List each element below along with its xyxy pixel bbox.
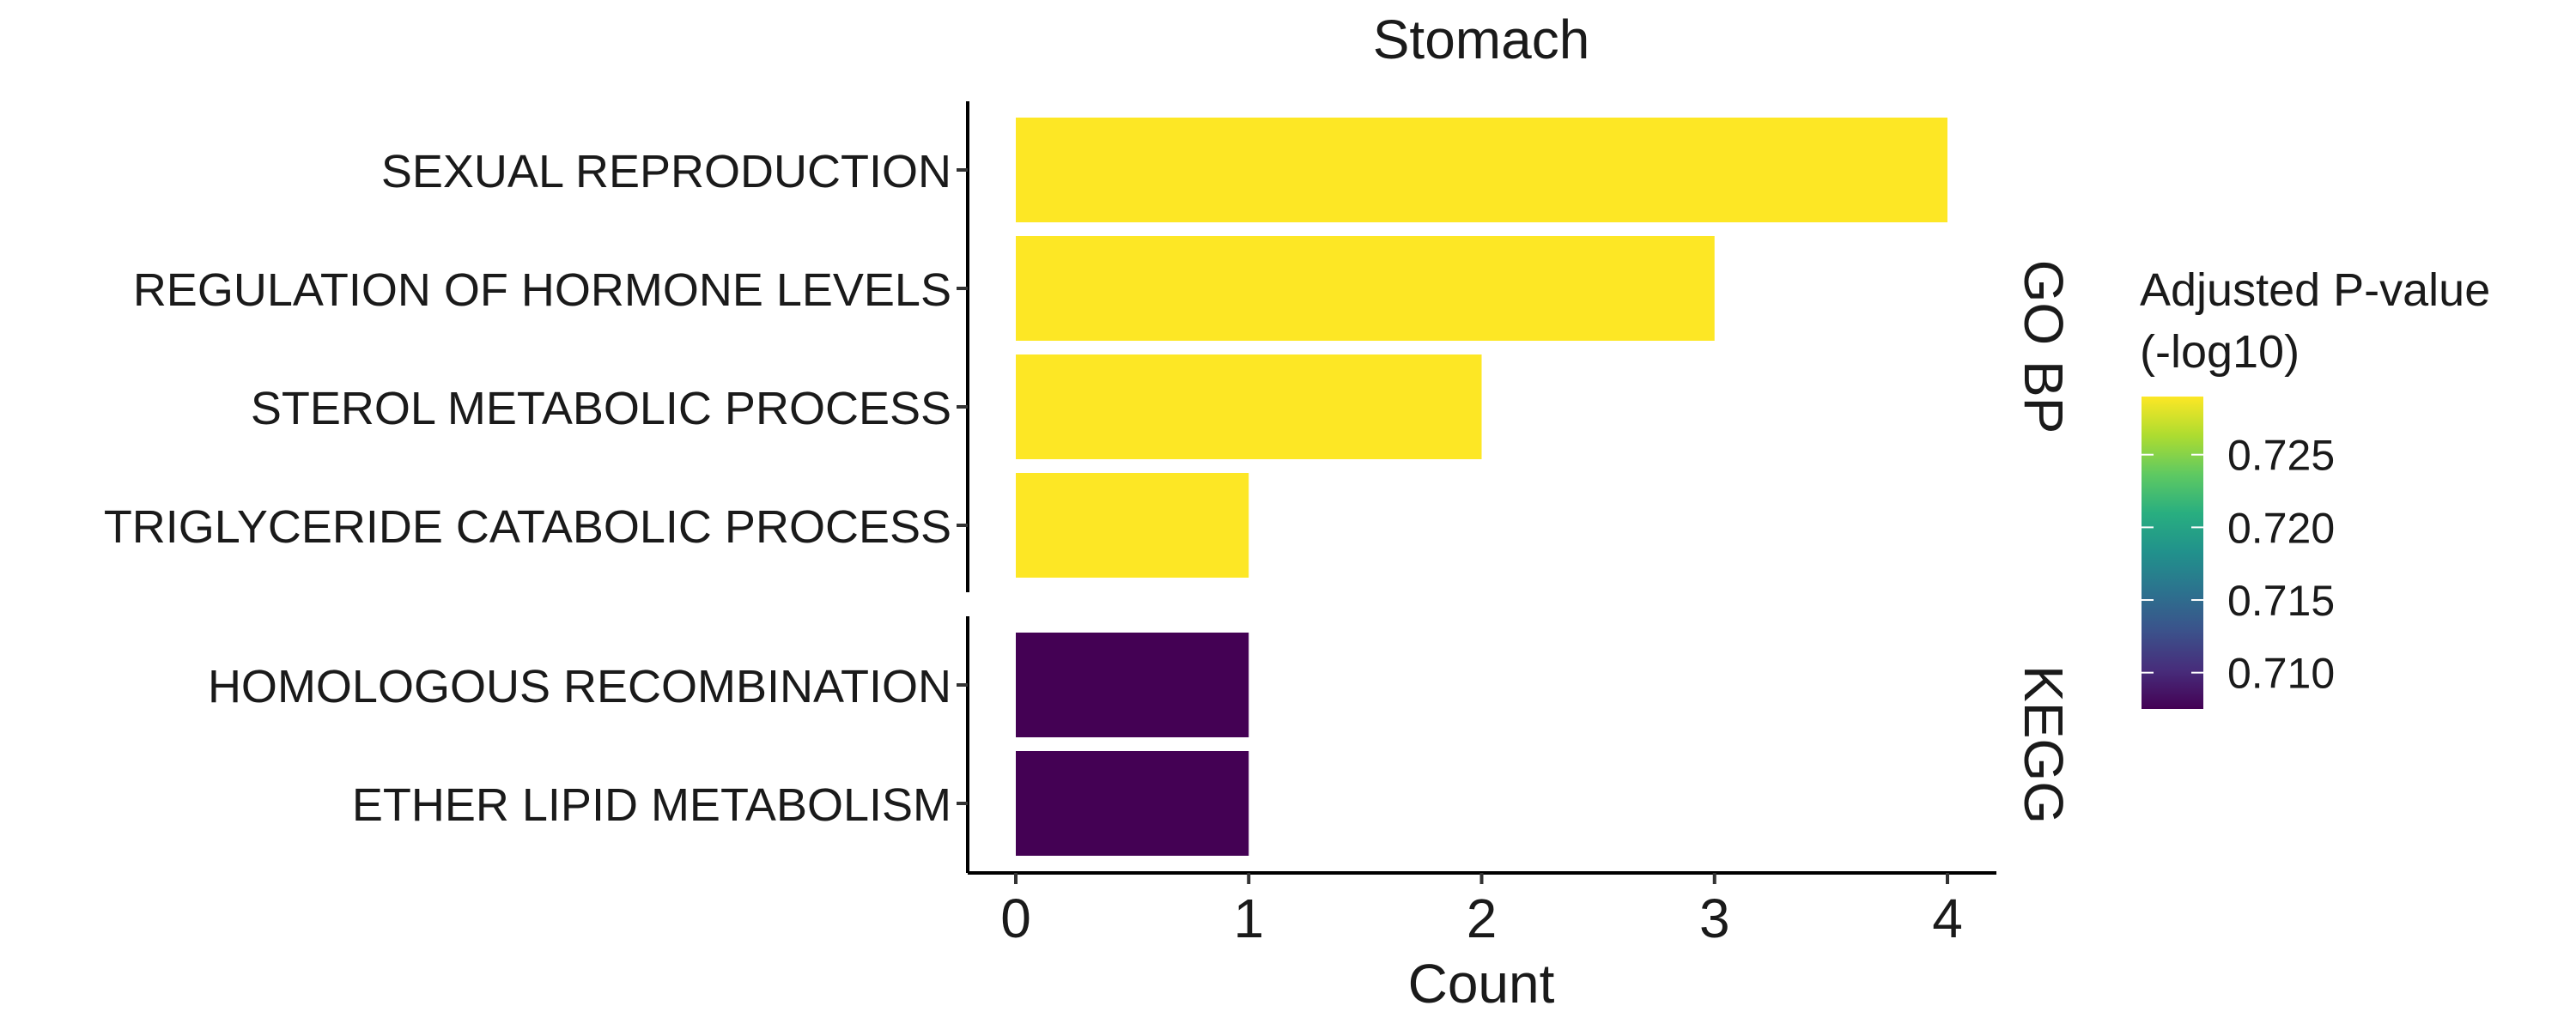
facet-strip-label: GO BP bbox=[2013, 260, 2075, 434]
y-tick-label: STEROL METABOLIC PROCESS bbox=[251, 383, 951, 434]
facet-strip-label: KEGG bbox=[2013, 665, 2075, 824]
colorbar bbox=[2142, 397, 2203, 709]
x-tick-label: 4 bbox=[1932, 888, 1963, 949]
y-tick-label: REGULATION OF HORMONE LEVELS bbox=[133, 264, 951, 316]
colorbar-tick-label: 0.715 bbox=[2227, 577, 2335, 625]
chart-title: Stomach bbox=[1373, 9, 1590, 70]
colorbar-legend: Adjusted P-value (-log10) 0.710 0.715 0.72… bbox=[2140, 264, 2490, 709]
bar bbox=[1016, 354, 1482, 459]
facet-panel-1: SEXUAL REPRODUCTION REGULATION OF HORMONE… bbox=[104, 101, 2075, 592]
legend-title-line2: (-log10) bbox=[2140, 326, 2300, 378]
x-tick-label: 1 bbox=[1233, 888, 1264, 949]
y-tick-label: ETHER LIPID METABOLISM bbox=[352, 779, 951, 831]
x-tick-label: 0 bbox=[1000, 888, 1031, 949]
x-axis-title: Count bbox=[1408, 953, 1555, 1015]
colorbar-tick-label: 0.720 bbox=[2227, 504, 2335, 552]
bar bbox=[1016, 473, 1249, 578]
bar bbox=[1016, 236, 1715, 341]
bar bbox=[1016, 751, 1249, 856]
y-tick-label: SEXUAL REPRODUCTION bbox=[381, 146, 951, 197]
y-tick-label: HOMOLOGOUS RECOMBINATION bbox=[208, 661, 951, 712]
x-tick-label: 3 bbox=[1699, 888, 1730, 949]
x-tick-label: 2 bbox=[1467, 888, 1498, 949]
x-axis-ticks: 0 1 2 3 4 bbox=[1000, 873, 1963, 949]
colorbar-tick-label: 0.725 bbox=[2227, 432, 2335, 480]
facet-panel-2: HOMOLOGOUS RECOMBINATION ETHER LIPID META… bbox=[208, 616, 2075, 873]
colorbar-ticks: 0.710 0.715 0.720 0.725 bbox=[2142, 432, 2335, 698]
bar bbox=[1016, 633, 1249, 737]
y-tick-label: TRIGLYCERIDE CATABOLIC PROCESS bbox=[104, 501, 951, 553]
panels: SEXUAL REPRODUCTION REGULATION OF HORMONE… bbox=[104, 101, 2075, 873]
colorbar-tick-label: 0.710 bbox=[2227, 650, 2335, 698]
legend-title-line1: Adjusted P-value bbox=[2140, 264, 2490, 316]
bar bbox=[1016, 118, 1947, 222]
